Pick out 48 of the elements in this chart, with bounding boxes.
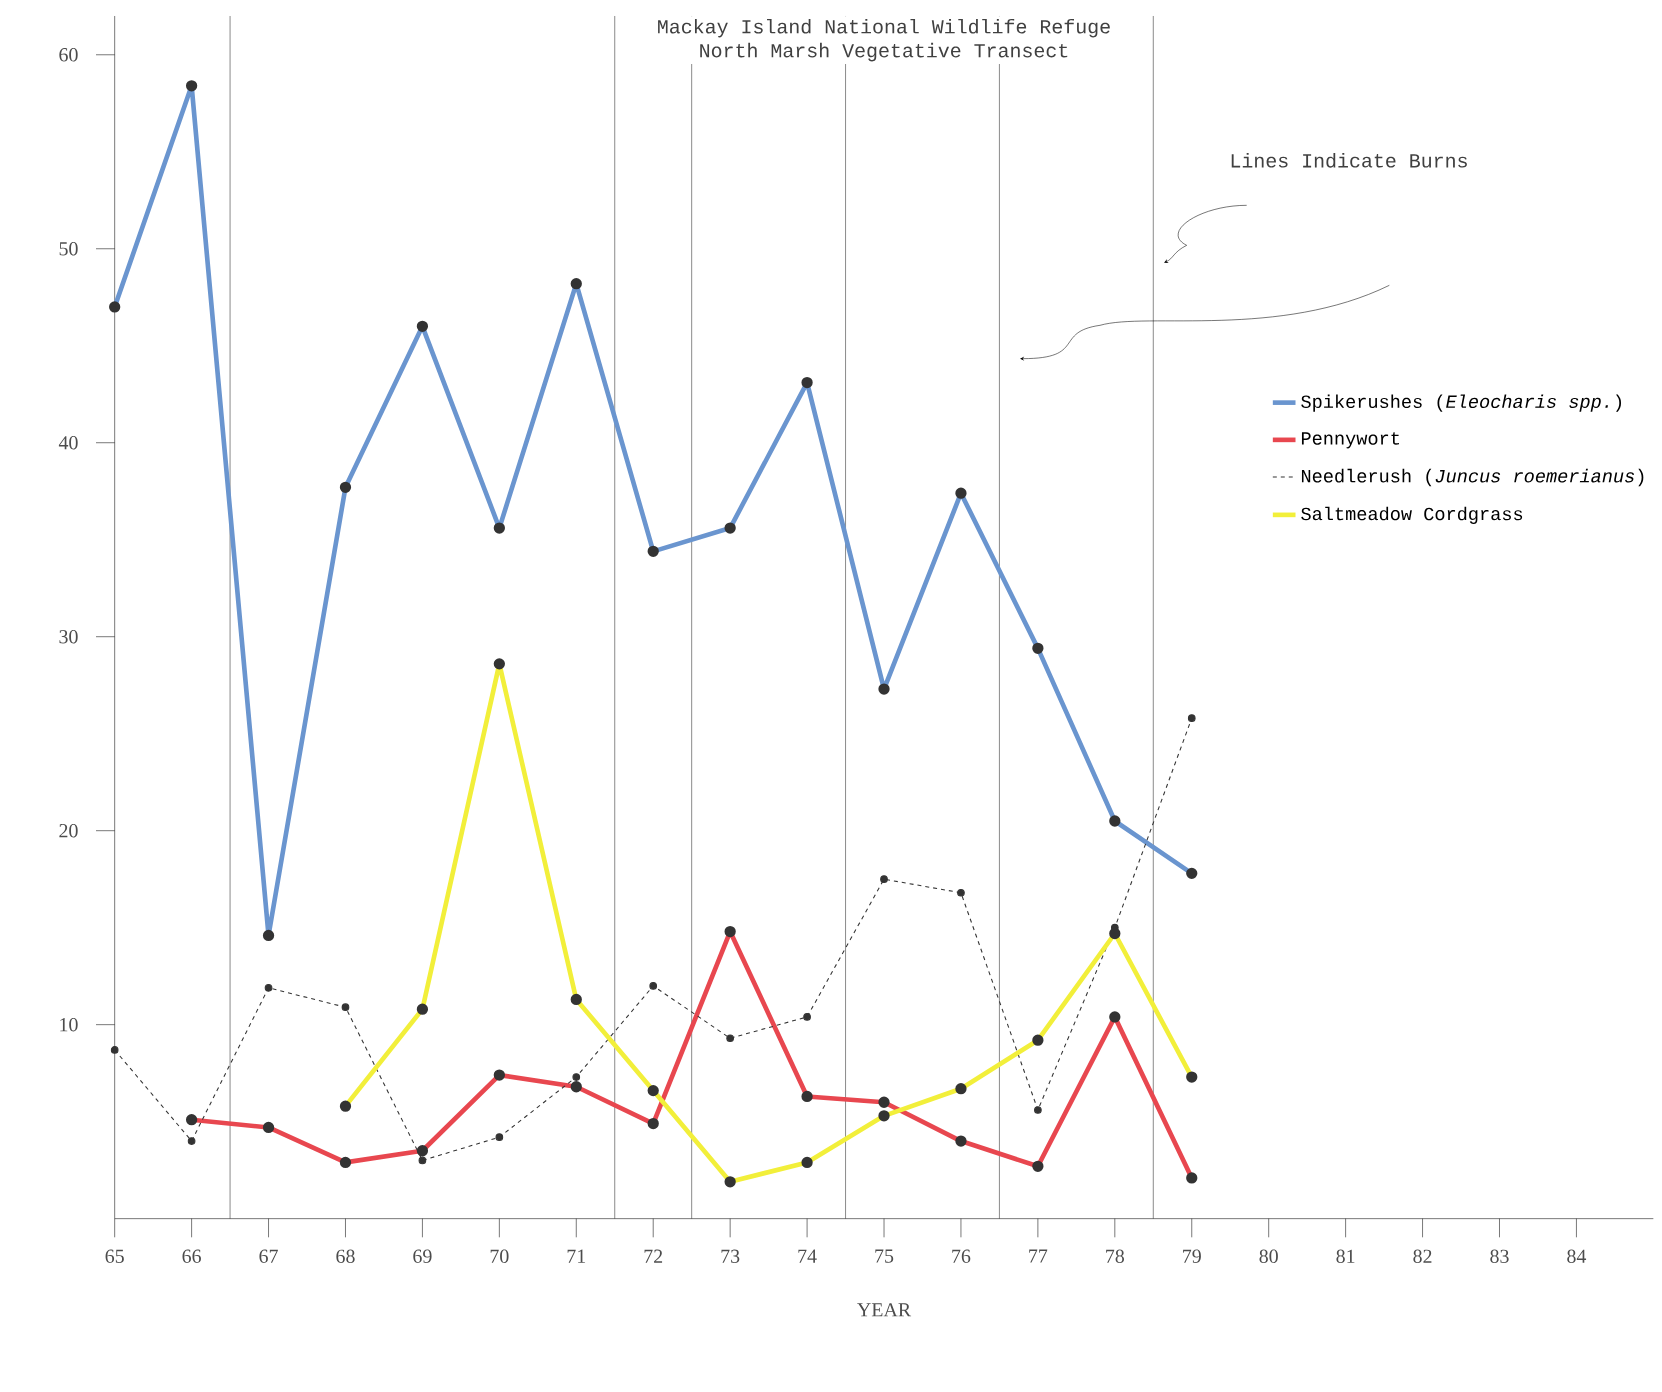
legend-label: Saltmeadow Cordgrass: [1301, 506, 1523, 524]
x-tick-label: 81: [1336, 1249, 1355, 1263]
x-tick-label: 84: [1567, 1249, 1587, 1263]
point: [110, 1046, 119, 1054]
y-tick-label: 20: [59, 823, 78, 838]
point: [418, 1156, 427, 1165]
legend-label: Spikerushes (Eleocharis spp.): [1301, 394, 1622, 412]
x-tick-label: 67: [259, 1249, 278, 1263]
x-tick-label: 66: [182, 1249, 201, 1263]
point: [1034, 1106, 1042, 1114]
point: [957, 888, 965, 897]
x-tick-label: 74: [798, 1249, 817, 1263]
x-tick-label: 68: [336, 1249, 355, 1263]
point: [572, 1073, 581, 1081]
x-tick-label: 83: [1490, 1249, 1509, 1263]
legend-label: Pennywort: [1301, 432, 1399, 449]
point: [649, 982, 658, 990]
x-tick-label: 77: [1029, 1249, 1048, 1263]
x-tick-label: 69: [413, 1249, 432, 1263]
chart-title: Mackay Island National Wildlife Refuge: [658, 18, 1110, 38]
point: [495, 1133, 504, 1142]
x-tick-label: 79: [1183, 1249, 1201, 1263]
x-tick-label: 65: [105, 1249, 124, 1263]
point: [726, 1034, 734, 1043]
point: [264, 983, 273, 992]
x-tick-label: 75: [875, 1249, 894, 1263]
x-axis-title: YEAR: [857, 1303, 912, 1317]
y-tick-label: 40: [58, 436, 78, 450]
x-tick-label: 73: [721, 1249, 740, 1263]
point: [803, 1013, 811, 1021]
x-tick-label: 78: [1106, 1249, 1125, 1263]
y-tick-label: 10: [60, 1017, 78, 1032]
x-tick-label: 70: [490, 1249, 509, 1263]
x-tick-label: 72: [644, 1249, 663, 1263]
x-tick-label: 80: [1259, 1249, 1278, 1263]
x-tick-label: 71: [567, 1249, 586, 1263]
y-tick-label: 30: [59, 629, 78, 644]
point: [1187, 714, 1196, 723]
y-tick-label: 50: [59, 242, 78, 256]
point: [187, 1137, 196, 1145]
y-tick-label: 60: [59, 48, 78, 62]
legend-label: Needlerush (Juncus roemerianus): [1301, 468, 1644, 487]
point: [880, 875, 888, 884]
annotation: Lines Indicate Burns: [1231, 152, 1467, 168]
x-tick-label: 82: [1413, 1249, 1432, 1263]
text: North Marsh Vegetative Transect: [700, 42, 1068, 62]
point: [341, 1003, 350, 1012]
x-tick-label: 76: [952, 1249, 971, 1263]
